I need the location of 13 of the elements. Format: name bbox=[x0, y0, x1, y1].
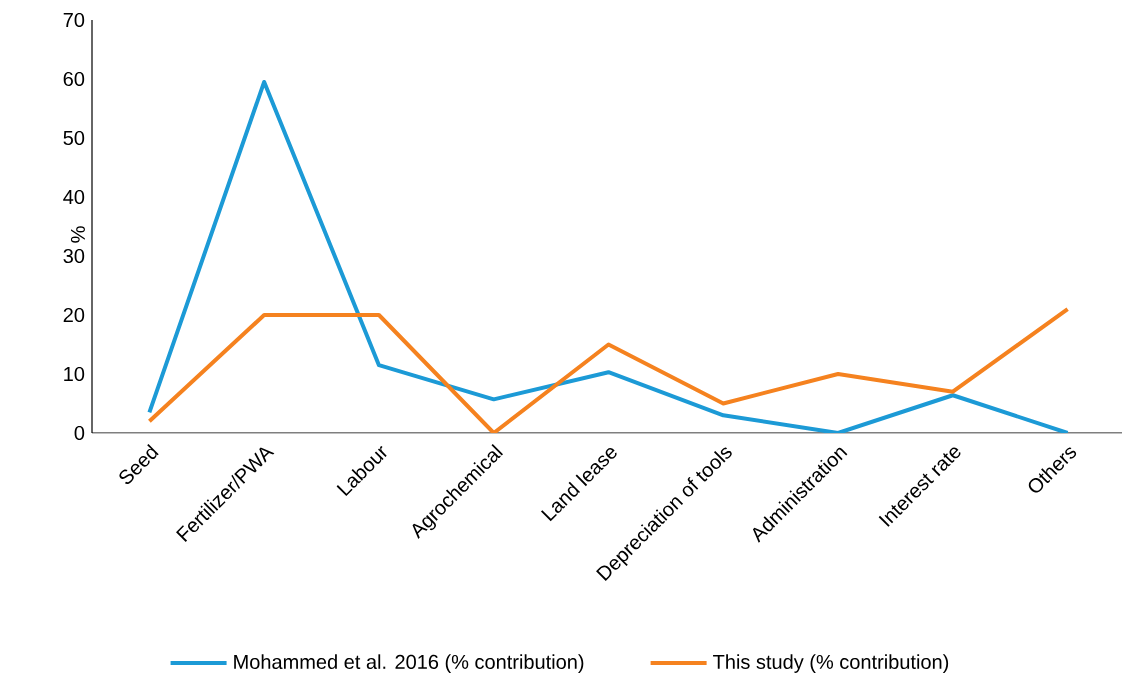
y-axis-title: % bbox=[70, 226, 85, 243]
y-tick-label: 70 bbox=[63, 12, 85, 28]
y-tick-label: 60 bbox=[63, 71, 85, 87]
y-tick-label: 20 bbox=[63, 307, 85, 323]
line-series bbox=[147, 79, 1070, 433]
y-tick-label: 0 bbox=[74, 425, 85, 441]
legend-label: This study (% contribution) bbox=[713, 654, 949, 673]
y-tick-label: 30 bbox=[63, 248, 85, 264]
y-tick-label: 40 bbox=[63, 189, 85, 205]
y-tick-label: 10 bbox=[64, 366, 85, 382]
line-series bbox=[147, 307, 1070, 433]
y-tick-label: 50 bbox=[63, 130, 85, 146]
legend-label: Mohammed et al. 2016 (% contribution) bbox=[234, 654, 584, 673]
